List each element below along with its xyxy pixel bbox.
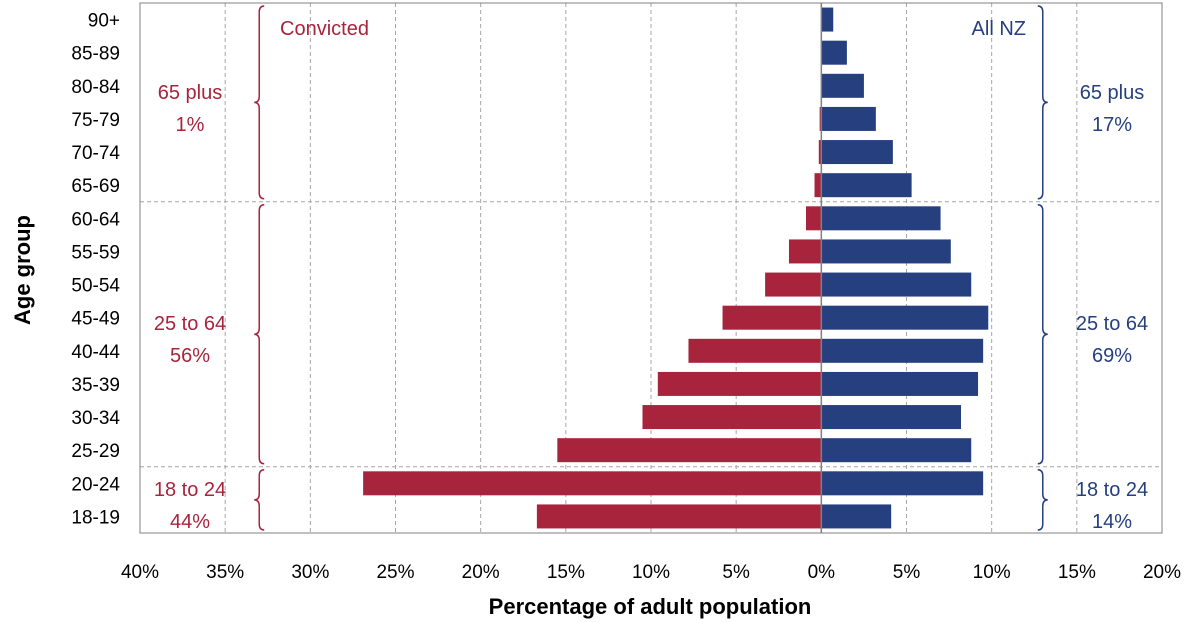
bar-convicted-25-29 <box>557 438 822 463</box>
bar-allnz-18-19 <box>821 504 892 529</box>
bar-convicted-65-69 <box>814 173 822 198</box>
bracket-convicted-18to24 <box>254 469 265 531</box>
bar-allnz-65-69 <box>821 173 912 198</box>
bracket-allnz-18to24 <box>1037 469 1048 531</box>
y-axis-title: Age group <box>10 215 35 325</box>
bracket-convicted-25to64 <box>254 204 265 465</box>
allnz-25to64-pct: 69% <box>1092 345 1132 367</box>
bar-convicted-18-19 <box>536 504 822 529</box>
tick-labels: 18-19 20-24 25-29 30-34 35-39 40-44 45-49 50-54… <box>71 11 1181 583</box>
bar-convicted-45-49 <box>722 305 822 330</box>
x-tick-label: 30% <box>291 562 329 583</box>
convicted-18to24-pct: 44% <box>170 511 210 533</box>
bar-allnz-50-54 <box>821 272 972 297</box>
y-tick-label: 85-89 <box>71 44 120 65</box>
allnz-18to24-pct: 14% <box>1092 511 1132 533</box>
y-tick-label: 45-49 <box>71 309 120 330</box>
bar-convicted-20-24 <box>363 471 822 496</box>
bracket-convicted-65plus <box>254 5 265 200</box>
bar-allnz-70-74 <box>821 140 893 165</box>
convicted-25to64-pct: 56% <box>170 345 210 367</box>
bars <box>363 3 989 533</box>
plot-frame <box>139 2 1163 534</box>
bar-convicted-60-64 <box>806 206 822 231</box>
convicted-18to24-label: 18 to 24 <box>154 479 226 501</box>
convicted-65plus-label: 65 plus <box>158 82 223 104</box>
allnz-65plus-label: 65 plus <box>1080 82 1145 104</box>
y-tick-label: 30-34 <box>71 408 120 429</box>
x-axis-title: Percentage of adult population <box>489 594 812 619</box>
bar-allnz-45-49 <box>821 305 989 330</box>
group-separators <box>140 201 1162 468</box>
plot-border <box>139 2 1163 534</box>
allnz-18to24-label: 18 to 24 <box>1076 479 1148 501</box>
y-tick-label: 55-59 <box>71 242 120 263</box>
y-tick-label: 65-69 <box>71 176 120 197</box>
bracket-allnz-65plus <box>1037 5 1048 200</box>
bar-allnz-20-24 <box>821 471 984 496</box>
y-tick-label: 60-64 <box>71 209 120 230</box>
y-tick-label: 90+ <box>88 11 120 32</box>
y-tick-label: 80-84 <box>71 77 120 98</box>
x-tick-label: 40% <box>121 562 159 583</box>
bar-convicted-50-54 <box>765 272 822 297</box>
x-tick-label: 10% <box>632 562 670 583</box>
x-tick-label: 5% <box>893 562 921 583</box>
x-tick-label: 15% <box>547 562 585 583</box>
convicted-25to64-label: 25 to 64 <box>154 313 226 335</box>
bar-convicted-55-59 <box>788 239 822 264</box>
series-label-convicted: Convicted <box>280 18 369 40</box>
bar-allnz-25-29 <box>821 438 972 463</box>
bar-allnz-75-79 <box>821 106 876 131</box>
allnz-25to64-label: 25 to 64 <box>1076 313 1148 335</box>
y-tick-label: 75-79 <box>71 110 120 131</box>
x-tick-label: 5% <box>722 562 750 583</box>
bar-allnz-40-44 <box>821 338 984 363</box>
x-tick-label: 0% <box>808 562 836 583</box>
bar-allnz-35-39 <box>821 371 979 396</box>
y-tick-label: 18-19 <box>71 507 120 528</box>
y-tick-label: 25-29 <box>71 441 120 462</box>
allnz-65plus-pct: 17% <box>1092 114 1132 136</box>
bar-allnz-60-64 <box>821 206 941 231</box>
bar-convicted-70-74 <box>818 140 822 165</box>
bar-allnz-80-84 <box>821 73 864 98</box>
bar-allnz-85-89 <box>821 40 847 65</box>
y-tick-label: 50-54 <box>71 276 120 297</box>
y-tick-label: 70-74 <box>71 143 120 164</box>
convicted-65plus-pct: 1% <box>176 114 205 136</box>
x-tick-label: 35% <box>206 562 244 583</box>
bar-allnz-55-59 <box>821 239 951 264</box>
y-tick-label: 20-24 <box>71 474 120 495</box>
bar-convicted-30-34 <box>642 405 822 430</box>
bracket-allnz-25to64 <box>1037 204 1048 465</box>
bar-convicted-40-44 <box>688 338 822 363</box>
y-tick-label: 40-44 <box>71 342 120 363</box>
series-label-all-nz: All NZ <box>972 18 1026 40</box>
bar-convicted-75-79 <box>819 106 822 131</box>
x-tick-label: 20% <box>462 562 500 583</box>
y-tick-label: 35-39 <box>71 375 120 396</box>
x-tick-label: 20% <box>1143 562 1181 583</box>
bar-allnz-90+ <box>821 7 834 32</box>
x-tick-label: 25% <box>376 562 414 583</box>
bar-allnz-30-34 <box>821 405 962 430</box>
x-tick-label: 15% <box>1058 562 1096 583</box>
x-tick-label: 10% <box>973 562 1011 583</box>
bar-convicted-35-39 <box>657 371 822 396</box>
